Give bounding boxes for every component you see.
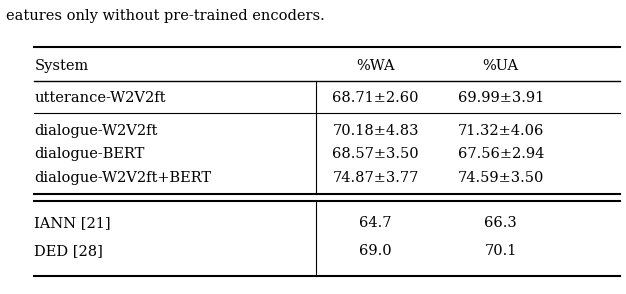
Text: dialogue-W2V2ft: dialogue-W2V2ft — [34, 124, 158, 138]
Text: 68.71±2.60: 68.71±2.60 — [332, 91, 419, 106]
Text: 74.87±3.77: 74.87±3.77 — [332, 171, 419, 185]
Text: 69.99±3.91: 69.99±3.91 — [458, 91, 544, 106]
Text: 71.32±4.06: 71.32±4.06 — [458, 124, 544, 138]
Text: eatures only without pre-trained encoders.: eatures only without pre-trained encoder… — [6, 9, 325, 23]
Text: 67.56±2.94: 67.56±2.94 — [458, 147, 544, 161]
Text: 70.1: 70.1 — [485, 244, 517, 258]
Text: 64.7: 64.7 — [359, 216, 392, 230]
Text: 66.3: 66.3 — [485, 216, 517, 230]
Text: 74.59±3.50: 74.59±3.50 — [458, 171, 544, 185]
Text: 70.18±4.83: 70.18±4.83 — [332, 124, 419, 138]
Text: dialogue-W2V2ft+BERT: dialogue-W2V2ft+BERT — [34, 171, 212, 185]
Text: dialogue-BERT: dialogue-BERT — [34, 147, 145, 161]
Text: 68.57±3.50: 68.57±3.50 — [332, 147, 419, 161]
Text: %WA: %WA — [356, 59, 395, 73]
Text: System: System — [34, 59, 89, 73]
Text: IANN [21]: IANN [21] — [34, 216, 111, 230]
Text: utterance-W2V2ft: utterance-W2V2ft — [34, 91, 166, 106]
Text: %UA: %UA — [483, 59, 519, 73]
Text: 69.0: 69.0 — [359, 244, 392, 258]
Text: DED [28]: DED [28] — [34, 244, 103, 258]
